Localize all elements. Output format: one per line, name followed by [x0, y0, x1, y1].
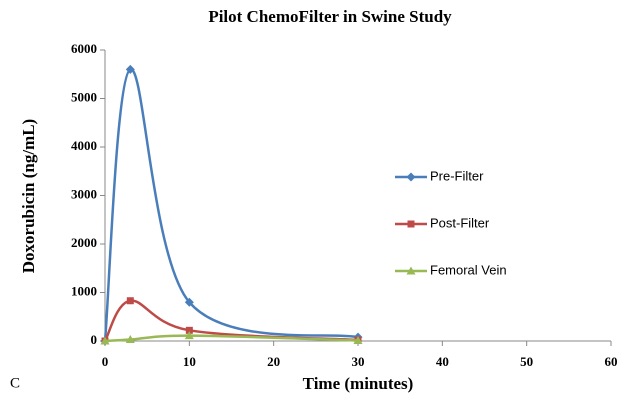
y-tick-label: 3000 — [71, 186, 97, 201]
x-tick-label: 50 — [520, 354, 533, 369]
marker — [184, 297, 194, 307]
x-axis-label: Time (minutes) — [303, 374, 414, 393]
chart-title: Pilot ChemoFilter in Swine Study — [208, 7, 452, 26]
marker — [125, 335, 135, 344]
marker — [406, 172, 416, 182]
series-line — [103, 68, 359, 342]
marker — [406, 266, 416, 275]
x-tick-label: 20 — [267, 354, 280, 369]
y-tick-label: 6000 — [71, 41, 97, 56]
legend-label: Post-Filter — [430, 215, 490, 230]
x-tick-label: 30 — [352, 354, 365, 369]
y-tick-label: 1000 — [71, 283, 97, 298]
legend-label: Pre-Filter — [430, 168, 484, 183]
marker — [184, 331, 194, 340]
marker — [185, 326, 193, 334]
y-axis-label: Doxorubicin (ng/mL) — [19, 119, 38, 273]
marker — [125, 64, 135, 74]
y-tick-label: 2000 — [71, 235, 97, 250]
marker — [353, 336, 363, 345]
y-tick-label: 0 — [91, 332, 98, 347]
y-tick-label: 5000 — [71, 89, 97, 104]
series-line — [104, 334, 359, 343]
x-tick-label: 10 — [183, 354, 196, 369]
x-tick-label: 0 — [102, 354, 109, 369]
legend-label: Femoral Vein — [430, 262, 507, 277]
marker — [126, 297, 134, 305]
marker — [100, 336, 110, 345]
marker — [407, 220, 415, 228]
x-tick-label: 40 — [436, 354, 449, 369]
y-tick-label: 4000 — [71, 138, 97, 153]
x-tick-label: 60 — [605, 354, 618, 369]
panel-label: C — [10, 375, 20, 391]
